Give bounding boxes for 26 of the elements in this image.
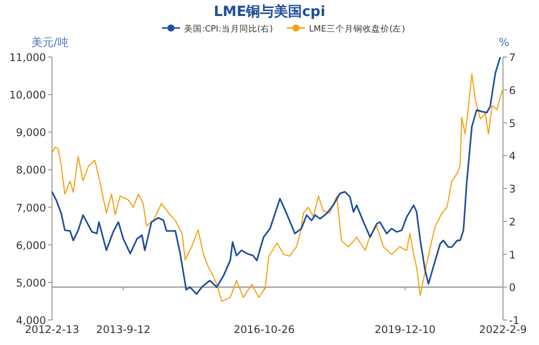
y-tick-label: 9,000 xyxy=(16,127,46,140)
y2-tick-label: 6 xyxy=(509,84,516,97)
y-tick-label: 6,000 xyxy=(16,240,46,252)
y2-tick-label: 7 xyxy=(509,52,516,64)
x-tick-label: 2012-2-13 xyxy=(24,324,80,336)
y2-tick-label: 0 xyxy=(509,282,516,294)
x-tick-label: 2013-9-12 xyxy=(96,324,150,336)
y2-tick-label: 2 xyxy=(509,216,516,228)
x-tick-label: 2022-2-9 xyxy=(479,324,527,336)
y-tick-label: 5,000 xyxy=(16,277,46,290)
y2-tick-label: 1 xyxy=(509,249,516,262)
y-tick-label: 11,000 xyxy=(9,52,46,64)
y2-axis-title: % xyxy=(498,36,510,49)
y-axis-title: 美元/吨 xyxy=(32,36,68,49)
y-tick-label: 7,000 xyxy=(16,202,46,214)
x-tick-label: 2019-12-10 xyxy=(374,324,436,336)
legend-label: LME三个月铜收盘价(左) xyxy=(308,24,406,34)
y2-tick-label: 4 xyxy=(509,150,516,163)
chart-title: LME铜与美国cpi xyxy=(214,3,326,20)
legend-label: 美国:CPI:当月同比(右) xyxy=(184,24,273,34)
y-tick-label: 8,000 xyxy=(16,164,46,177)
y-tick-label: 10,000 xyxy=(9,90,46,102)
x-tick-label: 2016-10-26 xyxy=(234,324,296,336)
y-tick-label: 4,000 xyxy=(16,315,46,327)
y2-tick-label: 3 xyxy=(509,184,516,196)
y2-tick-label: 5 xyxy=(509,118,516,130)
